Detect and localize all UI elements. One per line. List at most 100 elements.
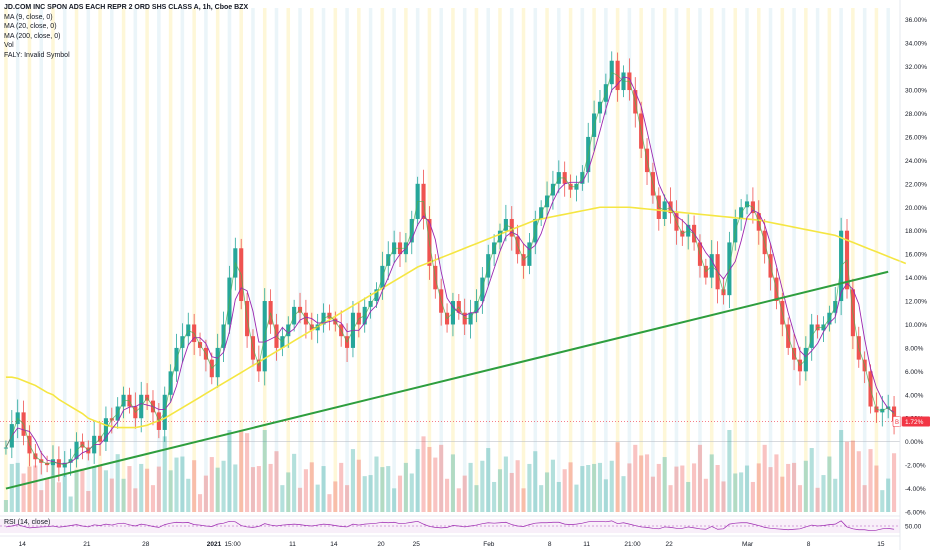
volume-bar — [368, 475, 373, 512]
session-stripe — [533, 8, 538, 512]
x-tick-label: 8 — [807, 541, 811, 548]
volume-bar — [74, 469, 79, 512]
session-stripe — [86, 8, 91, 512]
session-stripe — [862, 8, 867, 512]
legend-vol[interactable]: Vol — [4, 42, 14, 49]
rsi-legend[interactable]: RSI (14, close) — [4, 519, 51, 526]
session-stripe — [4, 8, 8, 512]
volume-bar — [221, 460, 226, 512]
session-stripe — [51, 8, 55, 512]
session-stripe — [686, 8, 690, 512]
volume-bar — [827, 456, 832, 512]
volume-bar — [586, 465, 591, 512]
volume-bar — [580, 466, 585, 512]
volume-bar — [644, 454, 650, 512]
volume-bar — [803, 460, 808, 512]
volume-bar — [15, 462, 20, 512]
session-stripe — [345, 8, 349, 512]
session-stripe — [98, 8, 102, 512]
session-stripe — [674, 8, 679, 512]
volume-bar — [656, 463, 661, 512]
volume-bar — [303, 469, 308, 512]
x-tick-label: 28 — [142, 541, 150, 548]
volume-bar — [521, 488, 526, 512]
y-tick-label: 0.00% — [905, 439, 924, 446]
x-tick-label: 11 — [583, 541, 590, 548]
session-stripe — [145, 8, 149, 512]
x-tick-label: 11 — [289, 541, 296, 548]
volume-bar — [697, 444, 703, 512]
volume-bar — [562, 469, 567, 512]
y-tick-label: 10.00% — [905, 322, 927, 329]
session-stripe — [15, 8, 20, 512]
volume-bar — [115, 454, 120, 512]
legend-ma20[interactable]: MA (20, close, 0) — [4, 23, 57, 30]
volume-bar — [815, 487, 820, 512]
session-stripe — [804, 8, 808, 512]
x-tick-label: 20 — [377, 541, 385, 548]
volume-bar — [744, 465, 750, 512]
volume-bar — [350, 449, 356, 512]
session-stripe — [357, 8, 361, 512]
y-tick-label: 26.00% — [905, 134, 927, 141]
y-tick-label: 30.00% — [905, 88, 927, 95]
volume-bar — [568, 462, 573, 512]
session-stripe — [298, 8, 302, 512]
legend-ma200[interactable]: MA (200, close, 0) — [4, 32, 61, 40]
session-stripe — [815, 8, 820, 512]
volume-bar — [133, 488, 138, 512]
y-tick-label: 34.00% — [905, 41, 927, 48]
volume-bar — [839, 430, 844, 512]
session-stripe — [110, 8, 114, 512]
volume-bar — [374, 456, 379, 512]
volume-bar — [833, 478, 838, 512]
volume-bar — [409, 473, 414, 512]
volume-bar — [397, 475, 403, 512]
volume-bar — [539, 485, 544, 512]
volume-bar — [762, 444, 767, 512]
legend-faly-invalid[interactable]: FALY: Invalid Symbol — [4, 51, 70, 59]
volume-bar — [262, 430, 267, 512]
session-stripe — [121, 8, 126, 512]
volume-bar — [56, 482, 61, 512]
session-stripe — [462, 8, 467, 512]
y-tick-label: 32.00% — [905, 64, 927, 71]
ma9-line — [5, 71, 895, 466]
volume-bar — [180, 456, 185, 512]
volume-bar — [439, 444, 444, 512]
volume-bar — [509, 472, 514, 512]
volume-bar — [386, 466, 391, 512]
volume-bar — [868, 449, 873, 512]
trendline — [5, 270, 889, 490]
volume-bar — [197, 494, 203, 512]
volume-bar — [250, 467, 256, 512]
volume-bar — [792, 462, 797, 512]
legend-ma9[interactable]: MA (9, close, 0) — [4, 13, 53, 21]
volume-bar — [774, 454, 779, 512]
volume-bar — [103, 470, 108, 512]
session-stripe — [757, 8, 761, 512]
symbol-title: JD.COM INC SPON ADS EACH REPR 2 ORD SHS … — [4, 4, 249, 11]
volume-bar — [380, 467, 385, 512]
volume-bar — [392, 488, 397, 512]
volume-bar — [609, 460, 614, 512]
volume-bar — [92, 466, 97, 512]
volume-bar — [3, 500, 8, 512]
volume-bar — [456, 488, 461, 512]
volume-bar — [692, 463, 697, 512]
volume-bar — [68, 496, 73, 512]
y-tick-label: 12.00% — [905, 299, 927, 306]
volume-bar — [733, 473, 738, 512]
volume-bar — [450, 454, 455, 512]
volume-bar — [780, 476, 785, 512]
y-tick-label: 22.00% — [905, 181, 927, 188]
volume-bar — [333, 481, 338, 512]
volume-bar — [174, 457, 179, 512]
volume-bar — [703, 478, 708, 512]
volume-bar — [515, 460, 520, 512]
session-stripe — [180, 8, 185, 512]
volume-bar — [668, 485, 673, 512]
session-stripe — [545, 8, 549, 512]
